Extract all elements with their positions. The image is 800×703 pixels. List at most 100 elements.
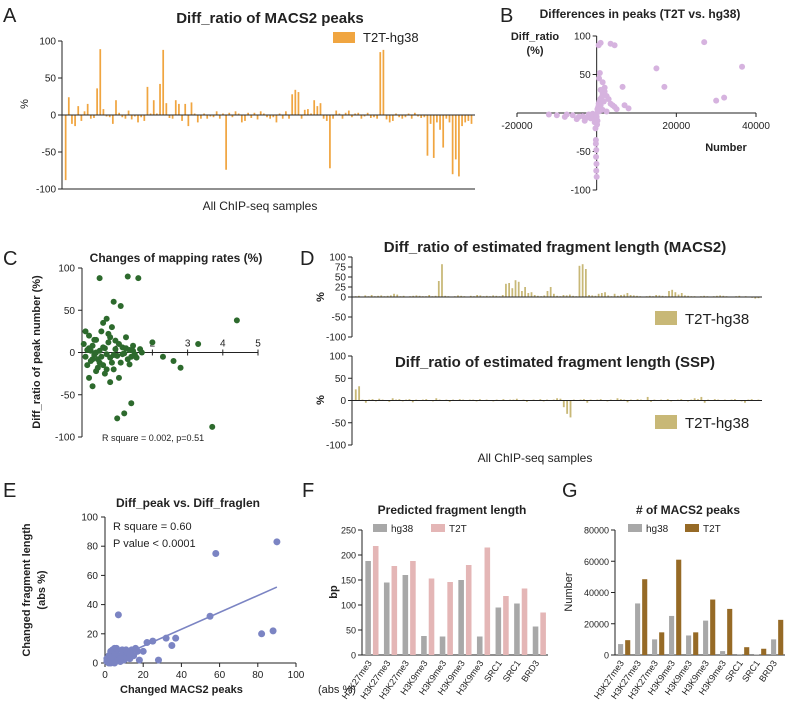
panel-d-y-tick-label: 0 <box>340 293 346 304</box>
panel-a-bar <box>319 103 322 115</box>
panel-g-bar-t2t <box>710 599 716 655</box>
panel-d-bar <box>428 295 431 297</box>
panel-d2-bar <box>358 386 361 401</box>
panel-b-y-tick-label: -50 <box>576 147 591 158</box>
panel-c-point <box>105 339 112 346</box>
panel-b-point <box>605 96 612 103</box>
panel-a-bar <box>448 115 451 123</box>
panel-e-x-tick-label: 20 <box>138 670 150 681</box>
panel-g-legend-swatch <box>685 524 699 532</box>
panel-f-y-tick-label: 150 <box>341 576 356 586</box>
panel-f-bar-t2t <box>465 565 472 655</box>
panel-a-bar <box>351 115 353 118</box>
panel-d2-bar <box>425 399 428 401</box>
panel-b-point <box>594 121 601 128</box>
panel-a-bar <box>149 113 152 115</box>
panel-a-bar <box>231 115 234 118</box>
panel-f-y-tick-label: 250 <box>341 526 356 536</box>
panel-c-point <box>86 332 93 339</box>
panel-a-bar <box>436 115 438 123</box>
panel-d-bar <box>632 295 635 297</box>
panel-a-bar <box>83 111 86 115</box>
panel-d2-bar <box>586 400 589 403</box>
panel-d-y-tick-label: 100 <box>329 253 346 264</box>
panel-g-y-label: Number <box>563 572 575 611</box>
panel-d-bar <box>495 295 498 297</box>
panel-f-bar-t2t <box>447 582 453 655</box>
panel-d-bar <box>457 295 459 297</box>
panel-c-point <box>89 356 96 363</box>
panel-f-bar-t2t <box>521 588 528 655</box>
panel-b-point <box>596 75 603 82</box>
panel-c-point <box>98 328 105 335</box>
panel-c-y-tick-label: -100 <box>55 433 75 444</box>
panel-b-point <box>625 105 632 112</box>
panel-a-y-tick-label: 0 <box>50 111 56 122</box>
panel-e-title: Diff_peak vs. Diff_fraglen <box>116 496 260 510</box>
panel-d-y-tick-label: -100 <box>326 333 346 344</box>
panel-a-bar <box>369 115 372 118</box>
panel-d-bar <box>661 295 664 297</box>
panel-c-point <box>86 345 93 352</box>
panel-a-bar <box>111 115 114 124</box>
panel-f-bar-hg38 <box>383 582 390 655</box>
panel-d-bar <box>674 292 677 297</box>
panel-c-point <box>84 362 91 369</box>
panel-a-bar <box>398 115 401 118</box>
panel-b-point <box>661 83 668 90</box>
panel-a-bar <box>335 110 338 115</box>
panel-b-point <box>593 173 600 180</box>
panel-g-bar-hg38 <box>669 615 675 655</box>
panel-c-y-tick-label: 100 <box>58 264 75 275</box>
panel-a-bar <box>467 115 470 121</box>
panel-f-bar-t2t <box>372 546 379 655</box>
panel-d-bar <box>460 295 463 297</box>
panel-a-bar <box>102 109 105 115</box>
panel-d2-y-tick-label: 50 <box>335 374 347 385</box>
panel-c-point <box>96 359 103 366</box>
panel-a-bar <box>272 115 275 118</box>
panel-d2-bar <box>378 398 381 401</box>
panel-d2-bar <box>619 399 622 401</box>
panel-g-bar-hg38 <box>703 620 709 655</box>
panel-d-x-label: All ChIP-seq samples <box>478 451 593 465</box>
panel-b-y-tick-label: 50 <box>580 70 592 81</box>
panel-d-bar <box>629 295 632 297</box>
panel-e-point <box>112 644 120 652</box>
panel-a-bar <box>363 115 366 117</box>
panel-d-bar <box>623 294 626 297</box>
panel-a-bar <box>388 115 391 123</box>
panel-a-y-label: % <box>19 99 31 109</box>
panel-e-y-tick-label: 40 <box>87 600 99 611</box>
panel-a-bar <box>99 49 102 115</box>
panel-a-bar <box>121 115 124 118</box>
panel-b-point <box>613 106 620 113</box>
panel-b-point <box>569 112 576 119</box>
panel-d2-bar <box>583 399 585 401</box>
panel-f-bar-t2t <box>410 561 416 655</box>
panel-f-bar-t2t <box>484 547 491 655</box>
panel-d-bar <box>616 295 619 297</box>
panel-f-bar-t2t <box>428 578 435 655</box>
panel-e-point <box>269 627 277 635</box>
panel-a-bar <box>313 100 316 115</box>
panel-a-bar <box>178 103 180 115</box>
panel-c-point <box>112 337 119 344</box>
panel-d-y-tick-label: -50 <box>332 313 347 324</box>
panel-a-bar <box>426 115 429 156</box>
panel-d-bar <box>543 295 546 297</box>
panel-c-point <box>89 383 96 390</box>
panel-a-bar <box>451 115 454 175</box>
panel-a-bar <box>162 49 165 115</box>
panel-a-bar <box>341 115 344 119</box>
panel-d-bar <box>578 265 581 297</box>
panel-g-bar-t2t <box>625 640 631 655</box>
panel-d-bar <box>549 287 552 297</box>
panel-e-x-tick-label: 60 <box>214 670 226 681</box>
panel-b-y-label-unit: (%) <box>526 45 543 57</box>
panel-a-bar <box>74 115 76 127</box>
panel-g-bar-hg38 <box>686 635 692 655</box>
panel-a-bar <box>134 115 136 117</box>
panel-a-bar <box>461 115 463 127</box>
panel-e-y-tick-label: 60 <box>87 571 99 582</box>
